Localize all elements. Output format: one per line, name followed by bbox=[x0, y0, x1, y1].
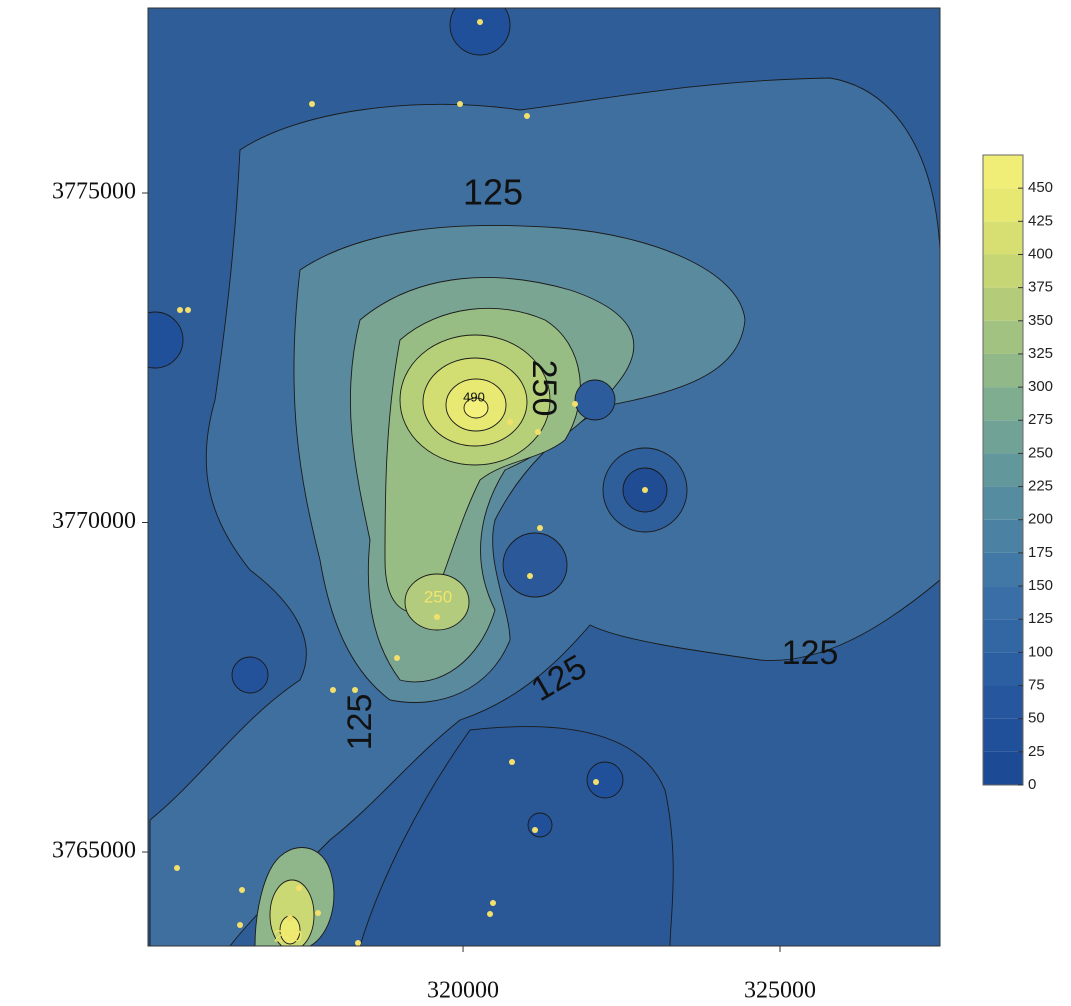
colorbar-label: 225 bbox=[1028, 478, 1053, 495]
contour-label: 250 bbox=[424, 587, 452, 606]
station bbox=[572, 401, 578, 407]
contour-region bbox=[575, 380, 615, 420]
contour-label: 125 bbox=[782, 634, 839, 672]
station bbox=[509, 759, 515, 765]
colorbar-label: 450 bbox=[1028, 179, 1053, 196]
color-band bbox=[983, 652, 1023, 685]
station bbox=[527, 573, 533, 579]
contour-label: 250 bbox=[274, 926, 302, 945]
colorbar: 0 25 50 75 100 125 150 175 200 225 250 275 300 325 350… bbox=[983, 155, 1053, 793]
station bbox=[524, 113, 530, 119]
color-band bbox=[983, 487, 1023, 520]
colorbar-label: 350 bbox=[1028, 312, 1053, 329]
colorbar-label: 275 bbox=[1028, 411, 1053, 428]
color-band bbox=[983, 221, 1023, 254]
station bbox=[239, 887, 245, 893]
station bbox=[535, 429, 541, 435]
map-area: 125 125 125 125 250 490 250 250 bbox=[127, 0, 940, 950]
contour-label: 125 bbox=[341, 694, 379, 751]
colorbar-label: 150 bbox=[1028, 577, 1053, 594]
station bbox=[330, 687, 336, 693]
station bbox=[537, 525, 543, 531]
color-band bbox=[983, 420, 1023, 453]
station bbox=[287, 915, 293, 921]
colorbar-label: 300 bbox=[1028, 378, 1053, 395]
station bbox=[457, 101, 463, 107]
color-band bbox=[983, 586, 1023, 619]
color-band bbox=[983, 254, 1023, 287]
colorbar-label: 175 bbox=[1028, 544, 1053, 561]
station bbox=[309, 101, 315, 107]
station bbox=[593, 779, 599, 785]
color-band bbox=[983, 188, 1023, 221]
contour-region bbox=[232, 657, 268, 693]
station bbox=[642, 487, 648, 493]
color-band bbox=[983, 354, 1023, 387]
station bbox=[394, 655, 400, 661]
y-tick-label: 3775000 bbox=[52, 178, 136, 204]
station bbox=[185, 307, 191, 313]
contour-label: 250 bbox=[525, 360, 563, 417]
color-band bbox=[983, 520, 1023, 553]
contour-label: 125 bbox=[463, 172, 523, 213]
station bbox=[434, 614, 440, 620]
page: {"map": { "xlim": [315030, 327524], "yli… bbox=[0, 0, 1071, 1006]
color-band bbox=[983, 288, 1023, 321]
colorbar-label: 250 bbox=[1028, 444, 1053, 461]
colorbar-label: 75 bbox=[1028, 676, 1045, 693]
y-tick-label: 3770000 bbox=[52, 508, 136, 534]
station bbox=[355, 940, 361, 946]
color-band bbox=[983, 553, 1023, 586]
y-tick-label: 3765000 bbox=[52, 838, 136, 864]
map-figure: 125 125 125 125 250 490 250 250 32000032… bbox=[0, 0, 1071, 1006]
colorbar-label: 400 bbox=[1028, 245, 1053, 262]
colorbar-label: 200 bbox=[1028, 511, 1053, 528]
contour-label: 490 bbox=[463, 389, 485, 404]
x-tick-label: 320000 bbox=[427, 978, 499, 1004]
colorbar-label: 100 bbox=[1028, 643, 1053, 660]
color-band bbox=[983, 387, 1023, 420]
station bbox=[315, 910, 321, 916]
color-band bbox=[983, 619, 1023, 652]
station bbox=[507, 419, 513, 425]
contour-region bbox=[503, 533, 567, 597]
colorbar-label: 50 bbox=[1028, 710, 1045, 727]
color-band bbox=[983, 321, 1023, 354]
contour-region bbox=[528, 813, 552, 837]
color-band bbox=[983, 752, 1023, 785]
colorbar-label: 425 bbox=[1028, 212, 1053, 229]
station bbox=[237, 922, 243, 928]
colorbar-label: 325 bbox=[1028, 345, 1053, 362]
colorbar-label: 0 bbox=[1028, 776, 1036, 793]
x-tick-label: 325000 bbox=[744, 978, 816, 1004]
station bbox=[177, 307, 183, 313]
colorbar-label: 375 bbox=[1028, 279, 1053, 296]
colorbar-label: 125 bbox=[1028, 610, 1053, 627]
color-band bbox=[983, 686, 1023, 719]
station bbox=[477, 19, 483, 25]
station bbox=[352, 687, 358, 693]
contour-region bbox=[587, 762, 623, 798]
station bbox=[174, 865, 180, 871]
station bbox=[490, 900, 496, 906]
station bbox=[487, 911, 493, 917]
station bbox=[532, 827, 538, 833]
station bbox=[296, 885, 302, 891]
colorbar-label: 25 bbox=[1028, 743, 1045, 760]
color-band bbox=[983, 155, 1023, 188]
color-band bbox=[983, 453, 1023, 486]
contour-region bbox=[127, 312, 183, 368]
color-band bbox=[983, 719, 1023, 752]
